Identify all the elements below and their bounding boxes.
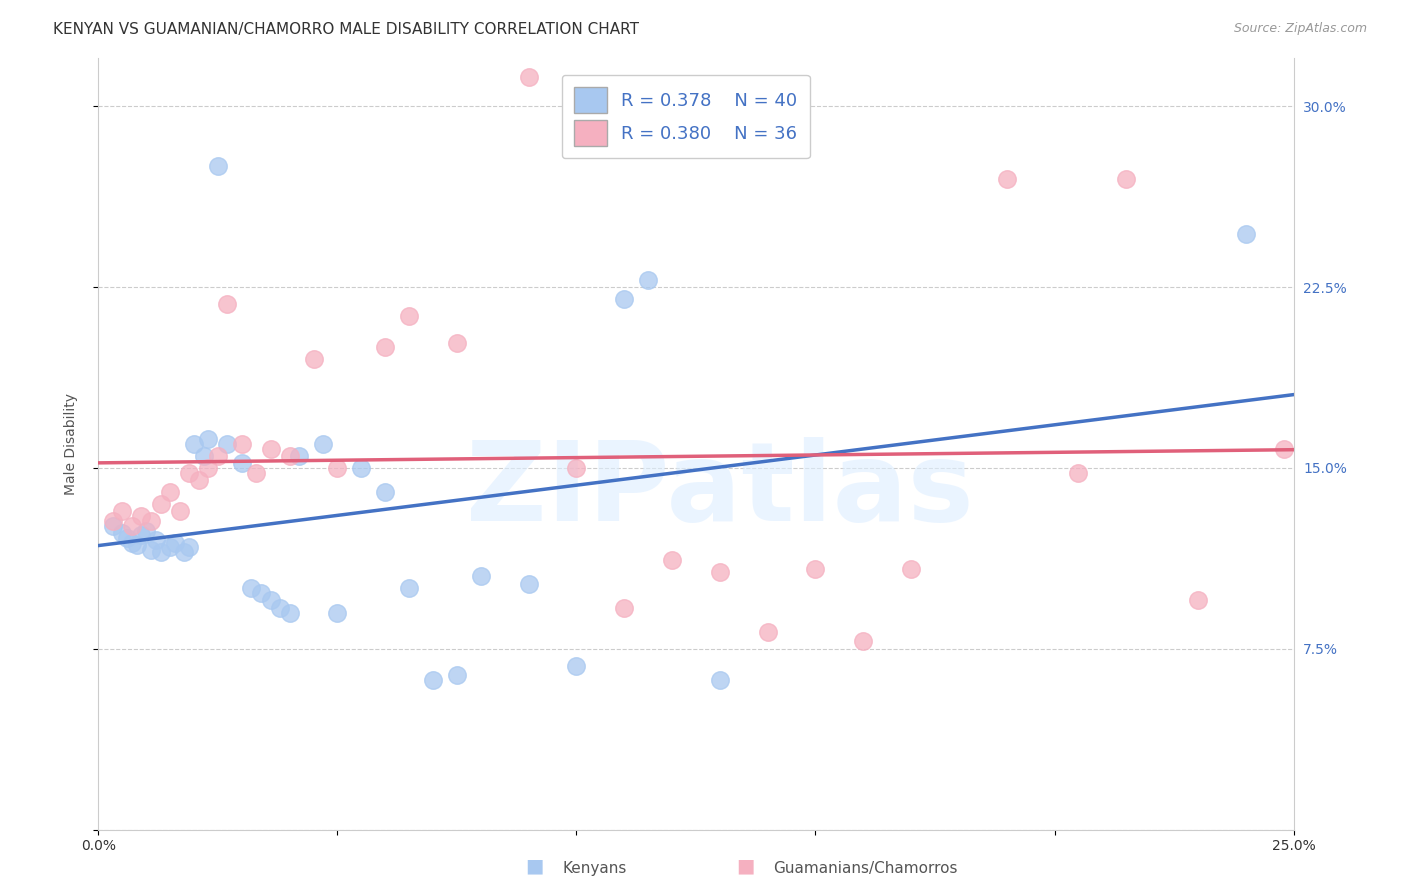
Point [446, 335, 468, 350]
Point [193, 449, 215, 463]
Y-axis label: Male Disability: Male Disability [63, 392, 77, 495]
Text: Source: ZipAtlas.com: Source: ZipAtlas.com [1233, 22, 1367, 36]
Point [139, 542, 162, 557]
Point [217, 436, 239, 450]
Point [131, 528, 153, 542]
Point [245, 466, 267, 480]
Point [259, 593, 281, 607]
Point [565, 461, 588, 475]
Point [709, 673, 731, 687]
Text: ZIPatlas: ZIPatlas [465, 436, 974, 543]
Point [115, 531, 138, 545]
Point [240, 582, 263, 596]
Point [756, 624, 779, 639]
Point [709, 565, 731, 579]
Point [278, 606, 301, 620]
Point [149, 497, 172, 511]
Point [517, 576, 540, 591]
Point [302, 352, 325, 367]
Point [121, 518, 143, 533]
Point [179, 466, 201, 480]
Point [852, 634, 875, 648]
Point [1115, 171, 1137, 186]
Point [565, 658, 588, 673]
Point [278, 449, 301, 463]
Point [169, 504, 191, 518]
Point [197, 461, 219, 475]
Point [149, 545, 172, 559]
Point [121, 535, 143, 549]
Point [269, 600, 291, 615]
Point [159, 485, 181, 500]
Point [231, 456, 253, 470]
Point [613, 600, 636, 615]
Point [900, 562, 922, 576]
Text: ■: ■ [735, 857, 755, 876]
Point [145, 533, 167, 548]
Point [613, 292, 636, 306]
Point [139, 514, 162, 528]
Point [661, 552, 683, 566]
Point [326, 461, 349, 475]
Point [637, 273, 659, 287]
Text: ■: ■ [524, 857, 544, 876]
Point [288, 449, 311, 463]
Legend: R = 0.378    N = 40, R = 0.380    N = 36: R = 0.378 N = 40, R = 0.380 N = 36 [561, 75, 810, 158]
Point [231, 436, 253, 450]
Point [1272, 442, 1295, 456]
Point [1234, 227, 1257, 241]
Point [111, 526, 134, 541]
Point [125, 538, 148, 552]
Point [159, 541, 181, 555]
Point [804, 562, 827, 576]
Point [446, 668, 468, 682]
Point [374, 340, 396, 354]
Point [312, 436, 335, 450]
Point [101, 514, 124, 528]
Point [374, 485, 396, 500]
Point [183, 436, 205, 450]
Point [101, 518, 124, 533]
Text: Guamanians/Chamorros: Guamanians/Chamorros [773, 861, 957, 876]
Text: Kenyans: Kenyans [562, 861, 627, 876]
Point [1187, 593, 1209, 607]
Text: KENYAN VS GUAMANIAN/CHAMORRO MALE DISABILITY CORRELATION CHART: KENYAN VS GUAMANIAN/CHAMORRO MALE DISABI… [53, 22, 640, 37]
Point [517, 70, 540, 85]
Point [250, 586, 273, 600]
Point [207, 449, 229, 463]
Point [131, 509, 153, 524]
Point [995, 171, 1018, 186]
Point [135, 524, 157, 538]
Point [326, 606, 349, 620]
Point [470, 569, 492, 583]
Point [179, 541, 201, 555]
Point [173, 545, 195, 559]
Point [398, 582, 420, 596]
Point [398, 309, 420, 323]
Point [259, 442, 281, 456]
Point [111, 504, 134, 518]
Point [350, 461, 373, 475]
Point [1067, 466, 1090, 480]
Point [197, 432, 219, 446]
Point [163, 535, 186, 549]
Point [422, 673, 444, 687]
Point [187, 473, 209, 487]
Point [217, 297, 239, 311]
Point [207, 160, 229, 174]
